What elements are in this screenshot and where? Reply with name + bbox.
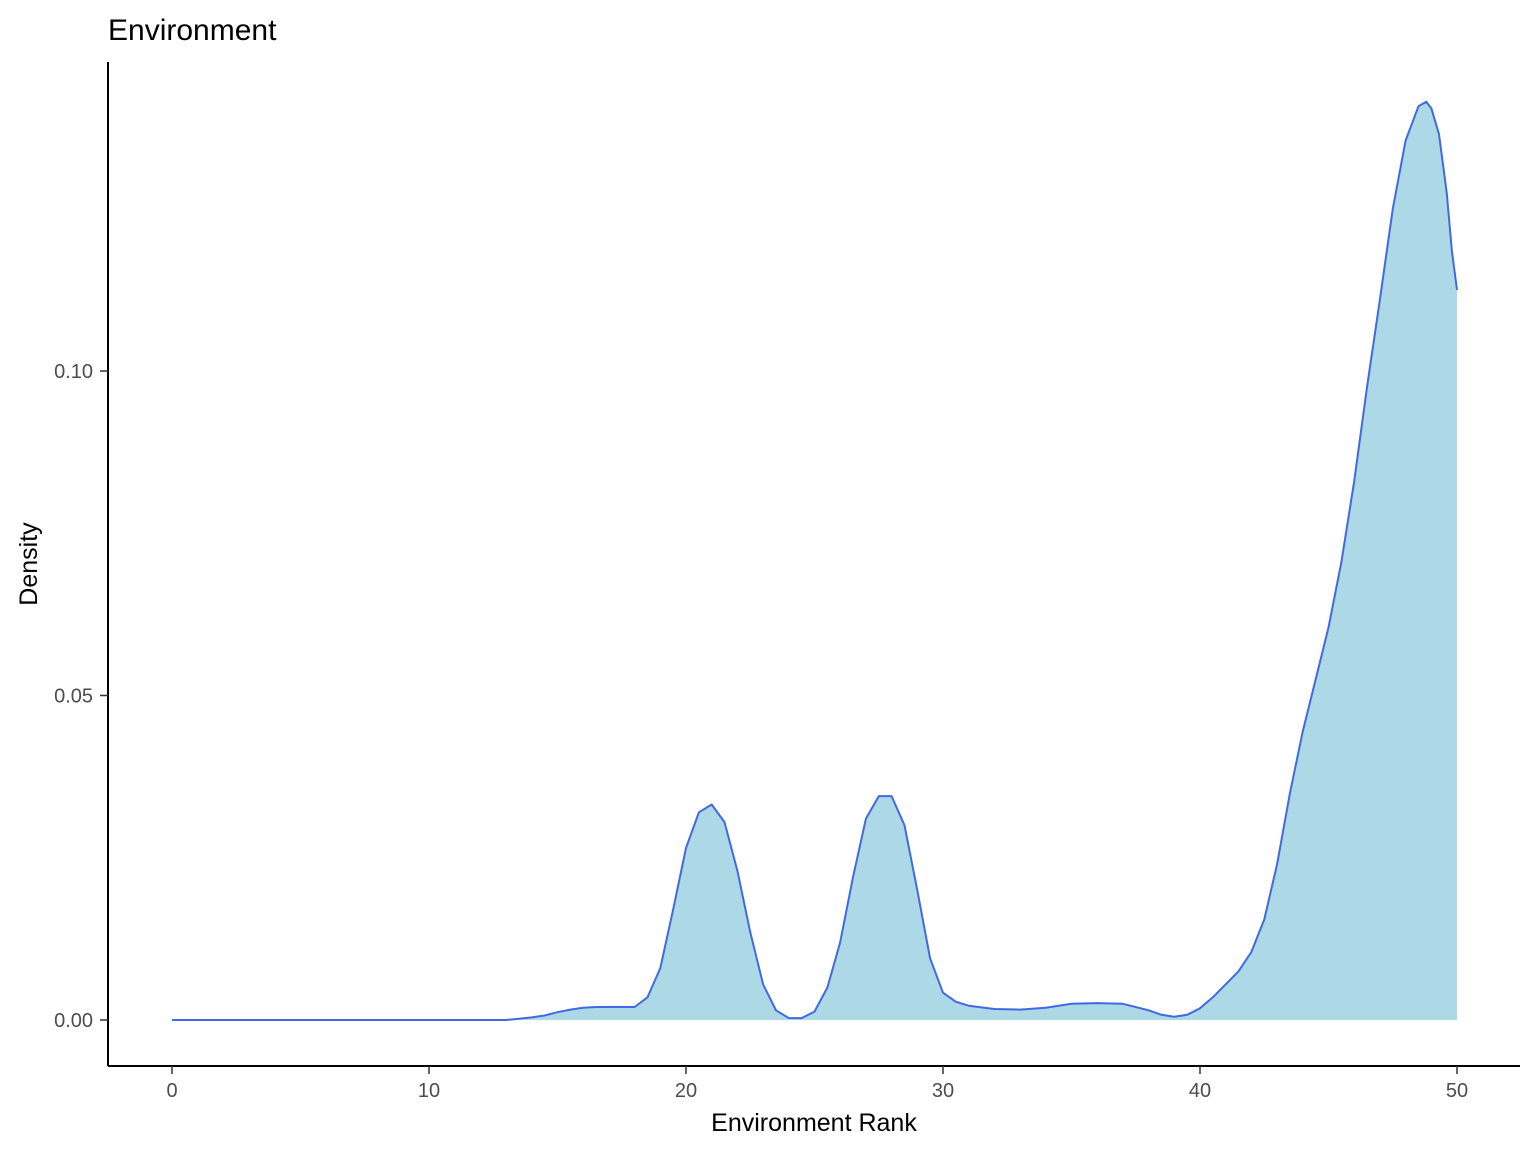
x-tick-label: 40 bbox=[1189, 1080, 1211, 1102]
x-tick-label: 30 bbox=[932, 1080, 954, 1102]
y-tick-label: 0.10 bbox=[54, 361, 93, 383]
density-line bbox=[172, 100, 1458, 1021]
y-tick-label: 0.00 bbox=[54, 1010, 93, 1032]
chart-title: Environment bbox=[108, 14, 277, 47]
x-tick-label: 50 bbox=[1446, 1080, 1468, 1102]
x-axis-ticks: 0 10 20 30 40 50 bbox=[166, 1066, 1468, 1102]
y-tick-label: 0.05 bbox=[54, 686, 93, 708]
x-tick-label: 20 bbox=[675, 1080, 697, 1102]
y-axis-label: Density bbox=[15, 522, 43, 606]
x-tick-label: 0 bbox=[166, 1080, 177, 1102]
density-area bbox=[172, 101, 1457, 1020]
plot-area bbox=[172, 100, 1458, 1021]
y-axis-ticks: 0.00 0.05 0.10 bbox=[54, 361, 108, 1032]
x-tick-label: 10 bbox=[418, 1080, 440, 1102]
x-axis-label: Environment Rank bbox=[711, 1109, 917, 1137]
